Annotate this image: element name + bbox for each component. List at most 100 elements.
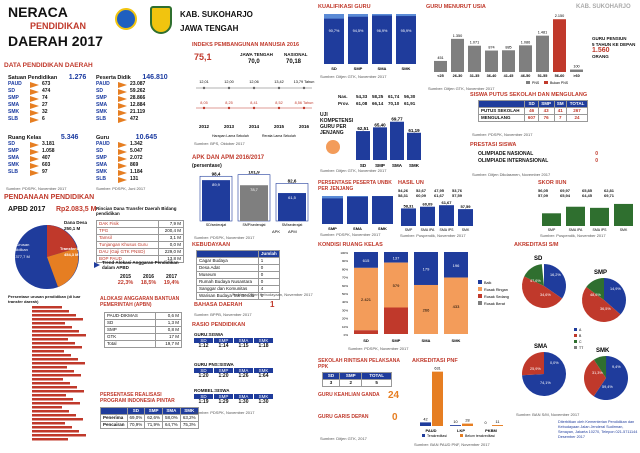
num-cell: 57,09	[538, 193, 549, 198]
persentase-bar	[32, 330, 79, 333]
table-cell: 62,6%	[144, 414, 164, 422]
hasil-un-nas-row: 54,26 52,67 47,95 53,76	[398, 188, 470, 193]
table-row: BOP PAUD 13,8 M	[95, 255, 184, 263]
persentase-bar	[32, 310, 69, 313]
list-item-value: 603	[42, 162, 51, 168]
list-item-value: 131	[130, 176, 139, 182]
ukg-bar	[407, 132, 421, 160]
kualifikasi-label: 94,5%	[353, 29, 364, 33]
table-cell: Total	[104, 340, 156, 348]
rintisan-table: SD SMP TOTAL 3 2 5	[321, 372, 392, 387]
ukg-label: 65,40	[374, 122, 386, 127]
list-item-value: 2.072	[130, 155, 143, 161]
prestasi-label: OLIMPIADE NASIONAL	[478, 151, 534, 157]
skor-iiun-bar	[614, 203, 633, 226]
prestasi-value: 0	[595, 158, 598, 164]
table-cell: 1,3 M	[154, 319, 183, 327]
keahlian-section: GURU KEAHLIAN GANDA 24	[318, 390, 408, 412]
ruang-kelas-tick: 100%	[340, 251, 348, 255]
list-item-value: 3.181	[42, 141, 55, 147]
table-cell: 7	[553, 114, 568, 122]
ruang-kelas-tick: 70%	[342, 276, 348, 280]
rintisan-section: SEKOLAH RINTISAN PELAKSANA PPK SD SMP TOTA…	[318, 358, 408, 388]
ruang-kelas-bar-sedang	[384, 307, 408, 334]
table-cell: 3,1 M	[158, 234, 184, 242]
table-cell: 200,4 M	[158, 227, 184, 235]
ukg-section: Nas. Prov. 54,33 58,25 61,74 56,30 61,08 66,…	[318, 84, 422, 179]
ruang-kelas-label-baik: 615	[363, 258, 370, 263]
arrow-icon	[118, 102, 127, 109]
usia-bar	[502, 50, 515, 72]
table-header-cell: Jumlah	[257, 250, 281, 258]
unbk-src: Sumber: PDSPK, November 2017	[320, 232, 381, 237]
dana-desa-label: Dana Desa	[64, 220, 88, 225]
pendanaan-section: PENDANAAN PENDIDIKAN APBD 2017 Rp2.083,5…	[4, 194, 199, 449]
kualifikasi-bar	[372, 15, 392, 65]
apm-label: 78,7	[250, 187, 259, 192]
usia-src: Sumber: Ditjen GTK, November 2017	[428, 86, 495, 91]
persentase-bar	[32, 350, 64, 353]
data-src2: Sumber: PDSPK, Juni 2017	[96, 186, 146, 191]
ruang-kelas-label-ringan: 433	[453, 304, 460, 309]
list-item-label: SMK	[96, 169, 108, 175]
num-cell: 47,95	[434, 188, 445, 193]
list-item: PAUD 23.087	[96, 81, 186, 88]
apbn-title: ALOKASI ANGGARAN BANTUAN PEMERINTAH (APB…	[100, 296, 180, 308]
arrow-icon	[118, 95, 127, 102]
akreditasi-label-a: 36,5%	[600, 307, 611, 311]
table-cell: PAUD-DIKMAS	[104, 312, 156, 320]
akreditasi-legend: B	[579, 334, 582, 338]
ukg-label: 61,19	[408, 128, 420, 133]
usia-bar	[434, 60, 447, 72]
akreditasi-legend: TT	[579, 346, 584, 350]
num-cell: 54,33	[356, 94, 368, 99]
ipm-label-top: 13,79 Tahun	[294, 80, 315, 84]
persentase-bar	[32, 438, 68, 441]
list-item-value: 1.058	[42, 148, 55, 154]
table-cell: DAK Fisik	[95, 220, 160, 228]
tren-value: 19,4%	[163, 280, 180, 286]
hasil-un-label: 60,09	[422, 202, 433, 207]
persentase-bar	[32, 326, 72, 329]
akreditasi-slice	[522, 352, 544, 376]
num-cell: 56,30	[404, 94, 416, 99]
list-item-label: SMA	[96, 162, 108, 168]
table-cell: 17 M	[154, 333, 183, 341]
persentase-bar	[32, 318, 83, 321]
usia-legend-non-swatch	[544, 81, 548, 84]
usia-bar	[536, 35, 549, 72]
list-item-value: 673	[42, 81, 51, 87]
pnf-category: PAUD	[425, 428, 436, 433]
rasio-head: SD	[194, 338, 213, 343]
ipm-label-top: 12,01	[199, 80, 209, 84]
ipm-chart: 12,01 8,05 2012 12,00 8,25 2013 12,06 8,41 2014 1…	[196, 80, 315, 138]
table-row: SMP 0,8 M	[104, 326, 183, 334]
ipm-point-bottom	[202, 106, 206, 110]
kualifikasi-bar	[396, 16, 416, 64]
garis-src: Sumber: Ditjen GTK, 2017	[320, 436, 367, 441]
list-item-label: SMK	[8, 109, 20, 115]
list-item: PAUD 673	[8, 81, 93, 88]
apk-category: SD/sederajat	[206, 223, 226, 227]
list-item: SLB 472	[96, 116, 186, 123]
akreditasi-src: Sumber: BAN S/M, November 2017	[516, 412, 580, 417]
rasio-value: 1:30	[258, 399, 269, 405]
ruang-kelas-legend: Baik	[484, 281, 491, 285]
title-neraca: NERACA	[8, 4, 68, 20]
rasio-value-row: 1:19 1:29 1:30 1:30	[194, 399, 274, 405]
ruang-kelas-label-baik: 196	[453, 263, 460, 268]
putus-src: Sumber: PDSPK, November 2017	[472, 132, 533, 137]
pnf-legend-a-swatch	[422, 434, 425, 437]
hasil-un-bar	[401, 208, 416, 226]
table-cell: 58,0%	[162, 414, 181, 422]
apk-category: SMP/sederajat	[243, 223, 266, 227]
akreditasi-legend-swatch	[574, 334, 577, 337]
list-item: SMK 603	[8, 162, 93, 169]
data-pendidikan-section: DATA PENDIDIKAN DAERAH Satuan Pendidikan…	[4, 62, 189, 192]
list-item-label: SD	[8, 141, 15, 147]
persentase-bar	[32, 430, 79, 433]
akreditasi-label-b: 47,6%	[530, 279, 541, 283]
unbk-title: PERSENTASE PESERTA UNBK PER JENJANG	[318, 180, 392, 192]
usia-label: 100	[573, 65, 579, 69]
usia-bar	[570, 69, 583, 72]
